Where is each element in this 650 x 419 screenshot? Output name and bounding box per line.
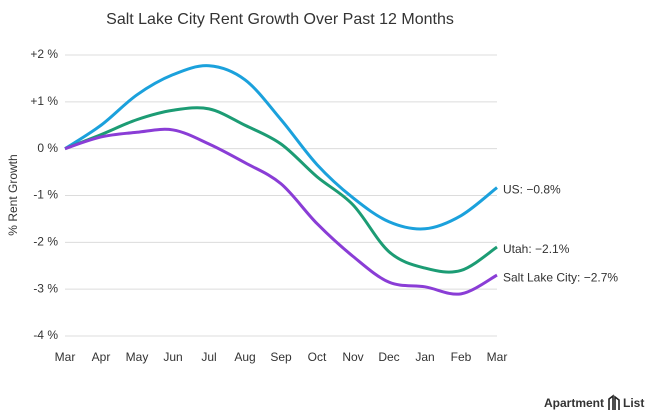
- series-line: [64, 127, 498, 296]
- brand-icon: [608, 394, 620, 410]
- x-tick-label: Mar: [487, 350, 508, 364]
- x-tick-label: Sep: [270, 350, 292, 364]
- x-tick-label: Nov: [342, 350, 363, 364]
- series-line: [64, 64, 498, 231]
- series-line: [64, 106, 498, 274]
- brand-text: Apartment: [544, 396, 604, 410]
- y-axis-label: % Rent Growth: [6, 154, 20, 235]
- x-tick-label: May: [126, 350, 149, 364]
- y-tick-label: -4 %: [33, 328, 58, 342]
- x-tick-label: Dec: [378, 350, 399, 364]
- x-tick-label: Feb: [451, 350, 472, 364]
- series-label: Salt Lake City: −2.7%: [503, 270, 618, 284]
- y-tick-label: 0 %: [37, 141, 58, 155]
- x-tick-label: Jun: [163, 350, 182, 364]
- x-tick-label: Jul: [201, 350, 216, 364]
- y-tick-label: +2 %: [30, 47, 58, 61]
- x-tick-label: Mar: [55, 350, 76, 364]
- series-label: US: −0.8%: [503, 183, 561, 197]
- x-tick-label: Aug: [234, 350, 255, 364]
- chart-title: Salt Lake City Rent Growth Over Past 12 …: [106, 11, 454, 28]
- series-label: Utah: −2.1%: [503, 242, 570, 256]
- brand-logo: Apartment List: [544, 394, 644, 410]
- y-tick-label: -1 %: [33, 188, 58, 202]
- x-tick-label: Jan: [415, 350, 434, 364]
- brand-text: List: [623, 396, 644, 410]
- x-tick-label: Apr: [92, 350, 111, 364]
- x-tick-label: Oct: [308, 350, 327, 364]
- y-tick-label: -2 %: [33, 235, 58, 249]
- y-tick-label: -3 %: [33, 281, 58, 295]
- y-tick-label: +1 %: [30, 94, 58, 108]
